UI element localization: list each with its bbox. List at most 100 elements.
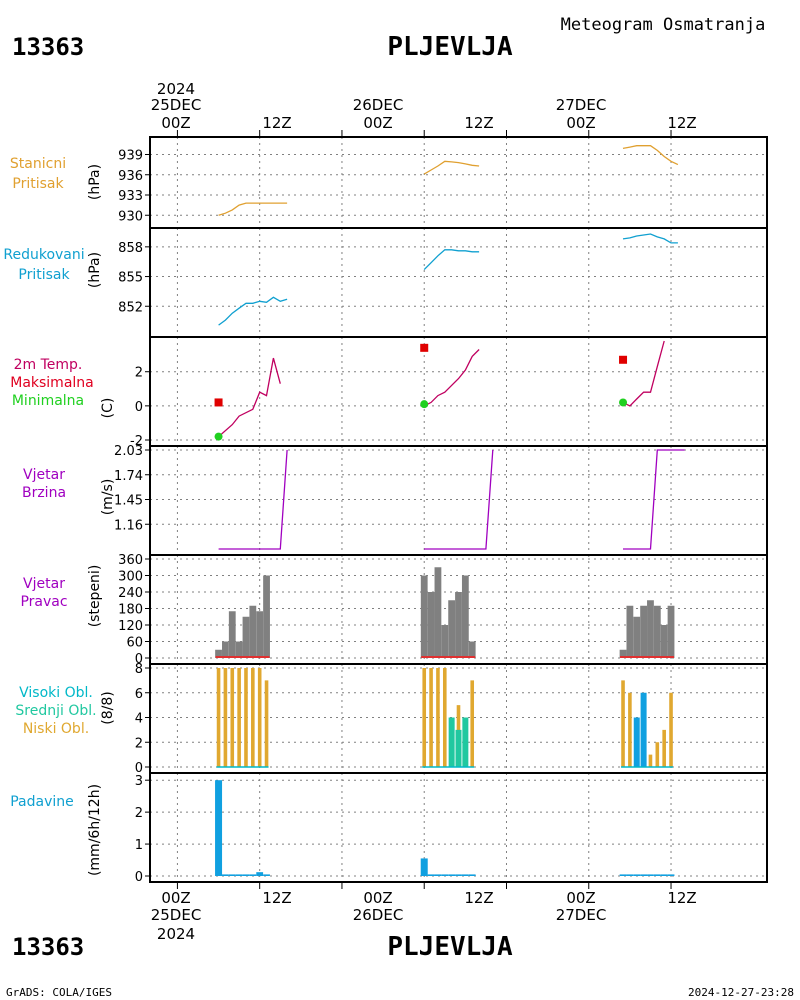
cloud-low-bar bbox=[669, 692, 673, 767]
reduced-pressure-series-line-2 bbox=[423, 249, 480, 271]
reduced-pressure-series-line-1 bbox=[218, 296, 288, 326]
reduced-pressure-frame bbox=[149, 227, 768, 338]
panel-label-tmax: Maksimalna bbox=[10, 375, 94, 391]
temperature-frame bbox=[149, 336, 768, 447]
wind-direction-ytick-label: 60 bbox=[126, 636, 143, 651]
tmax-marker-2 bbox=[420, 343, 429, 352]
panel-label-cloud-high: Visoki Obl. bbox=[19, 685, 93, 701]
temperature-series-line-2 bbox=[423, 349, 480, 407]
panel-unit-wind-speed: (m/s) bbox=[100, 479, 116, 516]
cloud-low-bar bbox=[223, 668, 228, 767]
precip-bar bbox=[455, 874, 462, 876]
wind-dir-bar bbox=[222, 641, 229, 658]
station-pressure-ytick-label: 939 bbox=[118, 149, 143, 164]
credit-text: GrADS: COLA/IGES bbox=[6, 986, 112, 999]
panel-label-precip: Padavine bbox=[10, 794, 74, 810]
precip-bar bbox=[242, 874, 250, 876]
tmax-marker-1 bbox=[214, 398, 223, 407]
tmin-marker-1 bbox=[214, 432, 223, 441]
wind-dir-bar bbox=[448, 600, 456, 658]
cloud-low-bar bbox=[422, 668, 427, 767]
precipitation-ytick-label: 3 bbox=[135, 774, 143, 789]
bottom-hour-00z-25: 00Z bbox=[161, 889, 190, 907]
wind-dir-bar bbox=[653, 605, 661, 658]
precip-bar bbox=[427, 874, 435, 876]
station-id-top: 13363 bbox=[12, 33, 84, 61]
cloud-mid-bar bbox=[455, 729, 462, 767]
reduced-pressure-series-line-3 bbox=[622, 233, 678, 244]
precip-bar bbox=[256, 872, 264, 876]
cloud-low-bar bbox=[470, 680, 475, 767]
cloud-mid-bar bbox=[462, 717, 469, 767]
wind-speed-ytick-label: 1.16 bbox=[114, 518, 143, 533]
panel-label-reduced-pressure-1: Redukovani bbox=[3, 247, 84, 263]
precip-bar bbox=[434, 874, 442, 876]
panel-label-wind-dir-2: Pravac bbox=[20, 594, 67, 610]
top-date-25: 25DEC bbox=[151, 96, 202, 114]
cloud-low-bar bbox=[257, 668, 262, 767]
station-pressure-ytick-label: 933 bbox=[118, 189, 143, 204]
panel-label-station-pressure-1: Stanicni bbox=[10, 156, 66, 172]
clouds-ytick-label: 8 bbox=[135, 662, 143, 677]
bottom-hour-00z-26: 00Z bbox=[363, 889, 392, 907]
clouds-ytick-label: 2 bbox=[135, 736, 143, 751]
precipitation-ytick-label: 2 bbox=[135, 806, 143, 821]
tmin-marker-2 bbox=[420, 400, 429, 409]
station-pressure-ytick-label: 936 bbox=[118, 169, 143, 184]
wind-dir-bar bbox=[647, 600, 654, 658]
wind-direction-ytick-label: 0 bbox=[135, 652, 143, 667]
wind-dir-bar bbox=[420, 575, 428, 658]
precip-bar bbox=[626, 874, 634, 876]
bottom-date-25: 25DEC bbox=[151, 906, 202, 924]
wind-direction-ytick-label: 180 bbox=[118, 603, 143, 618]
precip-bar bbox=[667, 874, 675, 876]
top-hour-12z-26: 12Z bbox=[464, 114, 493, 132]
station-pressure-frame bbox=[149, 136, 768, 229]
precip-bar bbox=[215, 780, 223, 876]
wind-speed-series-line-1 bbox=[218, 449, 288, 550]
top-hour-00z-26: 00Z bbox=[363, 114, 392, 132]
wind-dir-bar bbox=[667, 605, 675, 658]
wind-direction-ytick-label: 300 bbox=[118, 570, 143, 585]
timestamp-text: 2024-12-27-23:28 bbox=[688, 986, 794, 999]
wind-speed-series-line-3 bbox=[623, 449, 685, 550]
tmax-marker-3 bbox=[619, 355, 628, 364]
wind-direction-ytick-label: 240 bbox=[118, 586, 143, 601]
wind-speed-ytick-label: 1.74 bbox=[114, 469, 143, 484]
wind-dir-bar bbox=[455, 592, 462, 658]
station-pressure-series-line-1 bbox=[218, 202, 288, 216]
top-hour-00z-27: 00Z bbox=[566, 114, 595, 132]
precipitation-ytick-label: 1 bbox=[135, 838, 143, 853]
precip-bar bbox=[235, 874, 243, 876]
cloud-low-bar bbox=[230, 668, 235, 767]
wind-dir-bar bbox=[235, 641, 243, 658]
precip-bar bbox=[633, 874, 641, 876]
bottom-hour-12z-27: 12Z bbox=[667, 889, 696, 907]
wind-dir-bar bbox=[249, 605, 257, 658]
panel-label-temp: 2m Temp. bbox=[14, 357, 83, 373]
panel-unit-reduced-pressure: (hPa) bbox=[87, 252, 103, 288]
wind-dir-bar bbox=[660, 625, 668, 658]
precip-bar bbox=[448, 874, 456, 876]
tmin-marker-3 bbox=[619, 398, 628, 407]
wind-speed-ytick-label: 2.03 bbox=[114, 444, 143, 459]
precip-bar bbox=[461, 874, 469, 876]
station-pressure-ytick-label: 930 bbox=[118, 209, 143, 224]
wind-direction-ytick-label: 360 bbox=[118, 553, 143, 568]
wind-dir-bar bbox=[427, 592, 435, 658]
top-hour-00z-25: 00Z bbox=[161, 114, 190, 132]
panel-label-cloud-mid: Srednji Obl. bbox=[15, 703, 96, 719]
panel-label-station-pressure-2: Pritisak bbox=[12, 176, 64, 192]
panel-label-wind-speed-1: Vjetar bbox=[23, 467, 65, 483]
cloud-low-bar bbox=[662, 729, 666, 767]
precip-bar bbox=[468, 874, 476, 876]
reduced-pressure-ytick-label: 852 bbox=[118, 300, 143, 315]
wind-dir-bar bbox=[633, 616, 641, 658]
top-date-27: 27DEC bbox=[556, 96, 607, 114]
temperature-series-line-3 bbox=[622, 340, 665, 407]
precip-bar bbox=[228, 874, 236, 876]
top-hour-12z-25: 12Z bbox=[262, 114, 291, 132]
cloud-mid-bar bbox=[448, 717, 455, 767]
wind-dir-bar bbox=[626, 605, 634, 658]
